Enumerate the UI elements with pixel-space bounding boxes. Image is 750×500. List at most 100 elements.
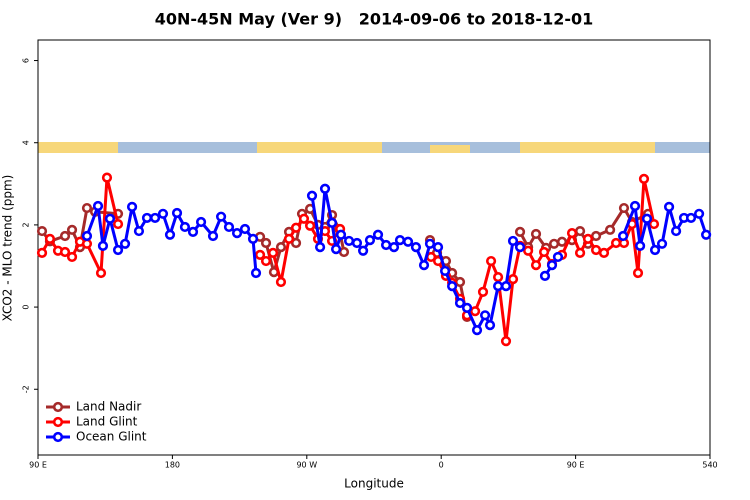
data-point — [484, 320, 496, 331]
data-point — [656, 238, 668, 249]
data-point — [604, 224, 616, 235]
data-point — [477, 286, 489, 297]
y-axis-label: XCO2 - MLO trend (ppm) — [1, 175, 15, 322]
data-point — [306, 190, 318, 201]
data-point — [618, 202, 630, 214]
data-point — [648, 218, 660, 230]
data-point — [469, 306, 481, 317]
y-tick-label: 4 — [22, 140, 31, 145]
data-point — [507, 235, 519, 247]
data-point — [112, 244, 124, 256]
data-point — [485, 255, 497, 267]
data-point — [394, 235, 406, 246]
data-point — [275, 241, 287, 253]
land-strip — [257, 142, 382, 153]
data-point — [314, 241, 326, 253]
data-point — [250, 267, 262, 279]
data-point — [380, 239, 392, 251]
data-point — [187, 226, 199, 237]
land-strip — [38, 142, 118, 153]
plot-frame — [37, 39, 711, 456]
data-point — [514, 241, 526, 253]
data-point — [701, 229, 712, 240]
data-point — [610, 237, 622, 249]
data-point — [574, 247, 586, 258]
data-point — [304, 220, 316, 231]
data-point — [357, 245, 369, 256]
data-point — [364, 235, 376, 246]
data-point — [629, 200, 641, 212]
data-point — [298, 213, 310, 224]
data-point — [500, 336, 512, 347]
data-point — [343, 235, 355, 247]
data-point — [164, 229, 176, 240]
data-point — [685, 212, 697, 224]
data-point — [215, 211, 227, 222]
x-tick-label: 90 E — [29, 461, 47, 470]
data-point — [239, 223, 251, 235]
data-point — [351, 237, 363, 249]
data-point — [632, 267, 644, 279]
data-point — [330, 244, 342, 255]
data-point — [410, 241, 422, 253]
data-point — [66, 224, 78, 235]
data-point — [157, 208, 169, 219]
data-point — [461, 302, 473, 314]
data-point — [552, 251, 564, 263]
data-point — [507, 274, 519, 285]
data-point — [617, 230, 629, 242]
data-point — [260, 237, 272, 249]
data-point — [514, 226, 526, 237]
data-point — [523, 245, 534, 256]
legend-label: Land Nadir — [76, 400, 141, 414]
x-tick-label: 180 — [165, 461, 180, 470]
data-point — [36, 225, 48, 237]
data-point — [92, 200, 104, 212]
data-point — [95, 267, 107, 279]
data-point — [207, 230, 219, 242]
data-point — [290, 222, 302, 233]
surface-strip — [38, 142, 710, 153]
chart-title: 40N-45N May (Ver 9) 2014-09-06 to 2018-1… — [155, 10, 594, 29]
data-point — [447, 281, 458, 292]
data-point — [538, 246, 550, 258]
x-tick-label: 90 W — [296, 461, 317, 470]
data-point — [372, 229, 384, 240]
data-point — [141, 212, 153, 224]
x-tick-label: 540 — [702, 461, 717, 470]
legend-label: Ocean Glint — [76, 430, 147, 444]
data-point — [471, 324, 483, 336]
data-point — [402, 236, 414, 247]
data-point — [231, 228, 243, 239]
series-line — [40, 206, 649, 318]
data-point — [133, 225, 145, 237]
land-strip — [520, 142, 655, 153]
data-point — [582, 233, 594, 244]
data-point — [59, 230, 71, 242]
data-point — [326, 217, 338, 228]
y-tick-label: 6 — [22, 58, 31, 63]
data-point — [104, 213, 116, 224]
data-point — [254, 249, 266, 260]
data-point — [693, 208, 705, 219]
legend-marker — [52, 401, 64, 413]
data-point — [171, 207, 183, 219]
data-point — [260, 255, 272, 267]
data-point — [97, 240, 109, 251]
data-point — [81, 238, 93, 249]
data-point — [454, 297, 466, 309]
data-point — [195, 216, 207, 228]
data-point — [574, 225, 586, 237]
data-point — [59, 246, 71, 258]
data-point — [126, 201, 138, 212]
data-point — [556, 236, 568, 247]
legend-label: Land Glint — [76, 415, 138, 429]
data-point — [112, 218, 124, 230]
data-point — [319, 183, 331, 194]
data-point — [290, 237, 302, 249]
y-tick-label: -2 — [22, 385, 31, 393]
y-tick-label: 2 — [22, 222, 31, 227]
data-point — [439, 265, 451, 277]
